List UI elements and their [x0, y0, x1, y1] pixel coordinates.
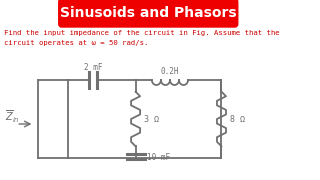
Text: Sinusoids and Phasors: Sinusoids and Phasors [60, 6, 236, 20]
Text: 10 mF: 10 mF [147, 154, 171, 163]
Text: 8 Ω: 8 Ω [230, 114, 244, 123]
Text: 0.2H: 0.2H [161, 66, 179, 75]
Text: circuit operates at ω = 50 rad/s.: circuit operates at ω = 50 rad/s. [4, 40, 148, 46]
Text: 3 Ω: 3 Ω [144, 114, 159, 123]
Text: Find the input impedance of the circuit in Fig. Assume that the: Find the input impedance of the circuit … [4, 30, 279, 36]
FancyBboxPatch shape [59, 0, 238, 27]
Text: 2 mF: 2 mF [84, 62, 102, 71]
Text: $\overline{Z}_{in}$: $\overline{Z}_{in}$ [5, 109, 20, 125]
